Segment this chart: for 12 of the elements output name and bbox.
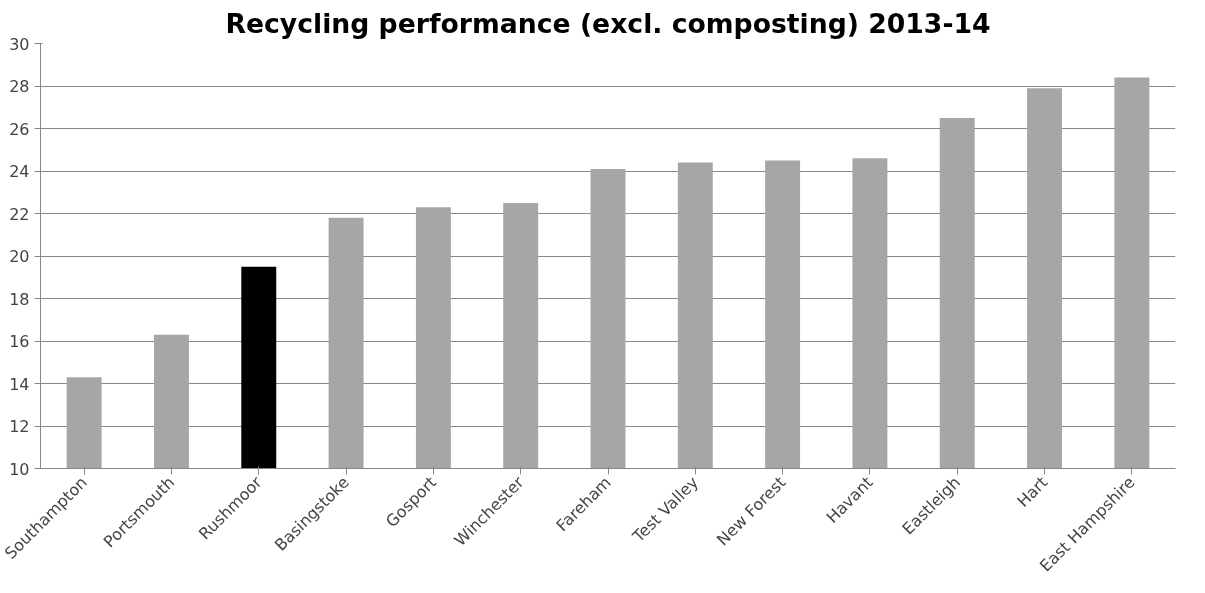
y-tick-label: 18 [9,289,30,309]
y-tick-label: 14 [9,374,30,394]
y-tick-label: 12 [9,417,30,436]
y-tick-label: 30 [9,34,30,54]
y-tick-label: 26 [9,119,30,139]
y-tick-label: 28 [9,77,30,96]
y-tick-label: 20 [9,247,30,266]
y-tick-label: 10 [9,459,30,479]
y-tick-label: 16 [9,332,30,351]
y-tick-label: 24 [9,162,30,181]
chart-title: Recycling performance (excl. composting) 2013-14 [225,7,991,39]
y-tick-label: 22 [9,204,30,224]
